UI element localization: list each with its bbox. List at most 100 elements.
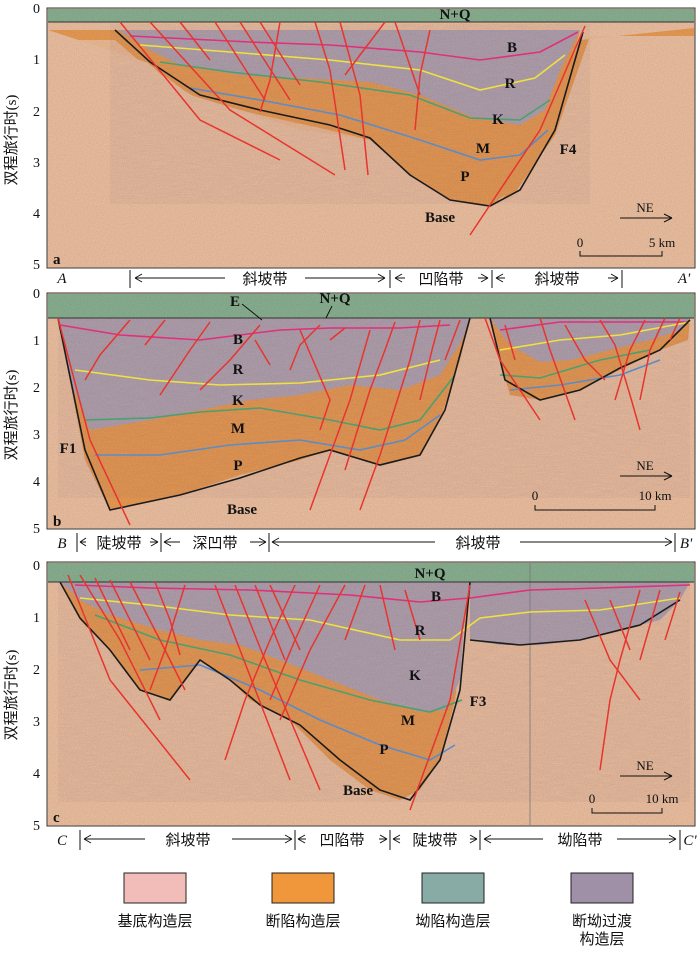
unit-label: B [507,40,517,56]
panel-b-faults [57,317,681,526]
panel-b-horizon-base [57,317,691,511]
panel-b-horizon-M [95,359,661,456]
unit-label: P [233,458,242,474]
panel-c-scale-bar: NE 0 10 km [589,758,679,814]
panel-letter: c [53,810,60,826]
scale-start: 0 [532,488,539,503]
tick-label: 1 [33,334,40,349]
fault-label: F1 [60,441,77,457]
unit-label: M [231,421,245,437]
unit-label: R [505,76,516,92]
panel-letter: a [53,252,61,268]
tick-label: 2 [33,105,40,120]
panel-a-y-ticks: 0 1 2 3 4 5 [33,2,40,273]
unit-label: K [232,393,244,409]
unit-label: B [233,332,243,348]
tick-label: 1 [33,53,40,68]
zone-label: 斜坡带 [455,535,500,552]
panel-c-horizon-R [79,597,681,641]
panel-b-zone-strip: B B' 陡坡带 深凹带 斜坡带 [57,533,693,552]
legend-label: 断坳过渡 [572,913,632,930]
panel-a-horizon-base [114,29,584,207]
legend-label: 断陷构造层 [265,913,340,930]
fault-label: F4 [560,142,577,158]
panel-b-horizon-R [74,321,691,386]
legend-label: 坳陷构造层 [415,913,490,930]
unit-label: M [401,713,415,729]
legend-swatch-rift [271,872,335,904]
panel-a-zone-strip: A A' 斜坡带 凹陷带 斜坡带 [56,270,691,288]
panel-b-scale-bar: NE 0 10 km [532,458,673,511]
panel-b-y-ticks: 0 1 2 3 4 5 [33,287,40,537]
unit-label: M [476,141,490,157]
unit-label: Base [227,502,257,518]
panel-c-east-base [469,599,681,646]
zone-label: 凹陷带 [418,271,463,288]
zone-label: 斜坡带 [242,271,287,288]
panel-a-faults [119,21,586,236]
tick-label: 2 [33,663,40,678]
unit-label: R [415,623,426,639]
scale-end: 5 km [649,235,675,250]
unit-label: R [233,362,244,378]
legend: 基底构造层 断陷构造层 坳陷构造层 断坳过渡 构造层 [117,872,634,948]
tick-label: 3 [33,428,40,443]
panel-c-faults [67,574,681,811]
unit-label: K [492,112,504,128]
panel-a-horizon-K [159,61,551,121]
tick-label: 1 [33,611,40,626]
panel-c-zone-strip: C C' 斜坡带 凹陷带 陡坡带 坳陷带 [57,830,697,850]
legend-label: 基底构造层 [117,913,192,930]
profile-end: C' [683,833,697,849]
legend-label-line2: 构造层 [579,931,624,948]
profile-end: A' [677,271,691,287]
tick-label: 0 [33,2,40,17]
unit-label: E [230,294,240,310]
y-axis-label: 双程旅行时(s) [3,95,20,186]
panel-a-horizon-R [139,44,566,91]
tick-label: 4 [33,207,40,222]
tick-label: 2 [33,381,40,396]
panel-c-horizon-M [139,664,456,761]
unit-label: N+Q [439,7,470,23]
tick-label: 0 [33,559,40,574]
legend-swatch-transition [570,872,634,904]
panel-letter: b [53,514,61,530]
profile-end: B' [680,536,693,552]
unit-label: N+Q [414,566,445,582]
scale-end: 10 km [646,791,679,806]
panel-a: 0 1 2 3 4 5 双程旅行时(s) N+Q B R K M P Base … [3,2,696,288]
scale-direction: NE [636,458,653,473]
unit-label: K [409,668,421,684]
zone-label: 凹陷带 [319,832,364,849]
fault-label: F3 [470,694,487,710]
zone-label: 斜坡带 [165,832,210,849]
zone-label: 斜坡带 [534,271,579,288]
unit-label: Base [343,783,373,799]
panel-c-y-ticks: 0 1 2 3 4 5 [33,559,40,834]
tick-label: 3 [33,156,40,171]
tick-label: 5 [33,522,40,537]
scale-start: 0 [589,791,596,806]
zone-label: 陡坡带 [412,832,457,849]
unit-label: B [431,589,441,605]
scale-direction: NE [636,758,653,773]
scale-direction: NE [636,200,653,215]
profile-start: B [57,536,66,552]
tick-label: 4 [33,475,40,490]
panel-a-horizon-M [189,87,549,161]
tick-label: 5 [33,258,40,273]
tick-label: 4 [33,767,40,782]
panel-c-horizon-base [59,581,471,801]
legend-swatch-basement [123,872,187,904]
zone-label: 陡坡带 [96,535,141,552]
y-axis-label: 双程旅行时(s) [3,650,20,741]
zone-label: 深凹带 [192,535,237,552]
panel-b: 0 1 2 3 4 5 双程旅行时(s) E N+Q B R K M P Bas… [3,287,696,552]
panel-a-scale-bar: NE 0 5 km [577,200,675,257]
scale-end: 10 km [639,488,672,503]
tick-label: 5 [33,819,40,834]
panel-a-horizon-B [129,31,579,61]
